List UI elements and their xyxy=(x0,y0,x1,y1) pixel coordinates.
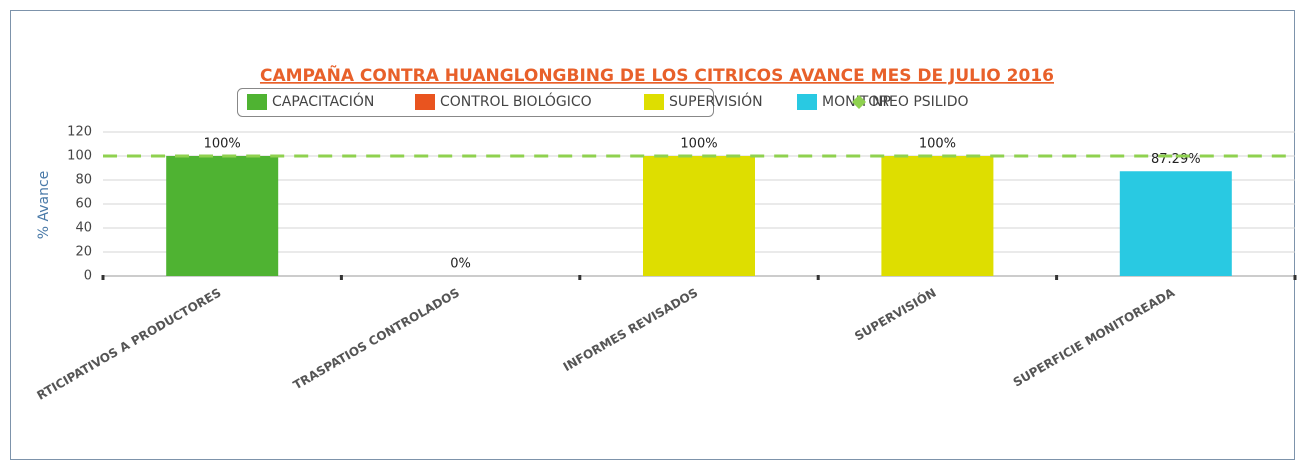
x-tick xyxy=(1293,275,1297,280)
chart-title: CAMPAÑA CONTRA HUANGLONGBING DE LOS CITR… xyxy=(260,63,1054,86)
y-tick-label: 40 xyxy=(75,221,92,236)
legend-label: CONTROL BIOLÓGICO xyxy=(440,92,592,110)
legend-marker xyxy=(852,95,866,109)
bar xyxy=(881,156,994,276)
y-tick-label: 100 xyxy=(67,149,92,164)
bar xyxy=(166,156,279,276)
x-tick xyxy=(101,275,105,280)
y-tick-label: 60 xyxy=(75,197,92,212)
legend-marker xyxy=(797,94,817,110)
legend-label: CAPACITACIÓN xyxy=(272,92,374,110)
value-label: 100% xyxy=(919,137,956,152)
y-tick-label: 80 xyxy=(75,173,92,188)
legend-label: SUPERVISIÓN xyxy=(669,92,763,110)
legend-label: NP xyxy=(872,94,891,110)
y-axis-title: % Avance xyxy=(36,171,52,240)
y-tick-label: 20 xyxy=(75,245,92,260)
bar xyxy=(643,156,755,276)
legend-label: MONITOREO PSILIDO xyxy=(822,94,969,110)
legend-marker xyxy=(415,94,435,110)
value-label: 0% xyxy=(450,257,471,272)
legend-marker xyxy=(644,94,664,110)
x-tick xyxy=(339,275,343,280)
bar xyxy=(1119,171,1232,276)
x-tick xyxy=(578,275,582,280)
legend-box xyxy=(237,88,714,117)
x-tick xyxy=(1055,275,1059,280)
value-label: 100% xyxy=(680,137,717,152)
x-tick xyxy=(816,275,820,280)
legend-marker xyxy=(247,94,267,110)
value-label: 100% xyxy=(204,137,241,152)
y-tick-label: 0 xyxy=(84,269,92,284)
y-tick-label: 120 xyxy=(67,125,92,140)
value-label: 87.29% xyxy=(1151,152,1201,167)
